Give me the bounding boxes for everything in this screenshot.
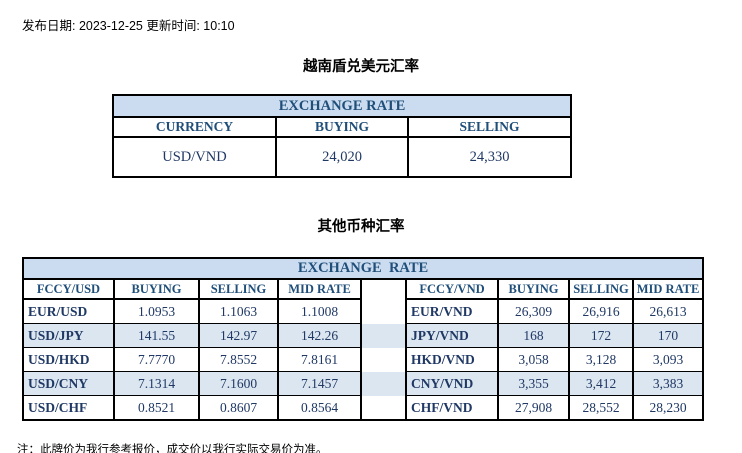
column-header-mid-rate: MID RATE [277, 278, 362, 300]
currency-pair-cell: JPY/VND [405, 323, 499, 348]
mid-rate-cell: 1.1008 [277, 298, 362, 324]
mid-rate-cell: 7.1457 [277, 371, 362, 396]
currency-pair-cell: EUR/VND [405, 298, 499, 324]
column-header-buying: BUYING [275, 116, 409, 138]
buying-cell: 27,908 [497, 395, 570, 421]
table-row: USD/CHF 0.8521 0.8607 0.8564 CHF/VND 27,… [22, 395, 705, 421]
usd-vnd-rate-table: EXCHANGE RATE CURRENCY BUYING SELLING US… [111, 94, 573, 178]
buying-cell: 24,020 [275, 136, 409, 178]
currency-pair-cell: CHF/VND [405, 395, 499, 421]
currency-pair-cell: USD/CHF [22, 395, 115, 421]
table-caption-row: EXCHANGE RATE [111, 94, 573, 118]
column-header-selling: SELLING [406, 116, 573, 138]
table-header-row: CURRENCY BUYING SELLING [112, 116, 573, 138]
selling-cell: 142.97 [198, 323, 279, 348]
mid-rate-cell: 26,613 [631, 298, 705, 324]
mid-rate-cell: 0.8564 [277, 395, 362, 421]
currency-pair-cell: CNY/VND [405, 371, 499, 396]
currency-pair-cell: EUR/USD [22, 298, 115, 324]
column-header-currency: CURRENCY [112, 116, 277, 138]
selling-cell: 24,330 [406, 136, 573, 178]
spacer-cell [361, 299, 406, 324]
selling-cell: 3,128 [568, 347, 634, 372]
selling-cell: 1.1063 [198, 298, 279, 324]
table-caption: EXCHANGE RATE [111, 94, 573, 118]
spacer-cell [361, 323, 406, 348]
selling-cell: 7.8552 [198, 347, 279, 372]
buying-cell: 3,058 [497, 347, 570, 372]
spacer-cell [361, 348, 406, 372]
selling-cell: 7.1600 [198, 371, 279, 396]
disclaimer-note: 注：此牌价为我行参考报价，成交价以我行实际交易价为准。 [17, 444, 328, 453]
buying-cell: 3,355 [497, 371, 570, 396]
column-header-mid-rate: MID RATE [631, 278, 705, 300]
column-header-selling: SELLING [568, 278, 634, 300]
table-caption: EXCHANGE RATE [21, 257, 705, 280]
table-row: USD/HKD 7.7770 7.8552 7.8161 HKD/VND 3,0… [22, 347, 705, 372]
table-row: USD/VND 24,020 24,330 [112, 136, 573, 178]
mid-rate-cell: 170 [631, 323, 705, 348]
buying-cell: 26,309 [497, 298, 570, 324]
buying-cell: 0.8521 [113, 395, 200, 421]
spacer-cell [361, 279, 406, 299]
selling-cell: 26,916 [568, 298, 634, 324]
mid-rate-cell: 7.8161 [277, 347, 362, 372]
section2-title: 其他币种汇率 [317, 219, 405, 235]
publish-info: 发布日期: 2023-12-25 更新时间: 10:10 [22, 19, 235, 33]
buying-cell: 1.0953 [113, 298, 200, 324]
selling-cell: 0.8607 [198, 395, 279, 421]
spacer-cell [361, 396, 406, 421]
column-header-fccy-vnd: FCCY/VND [405, 278, 499, 300]
buying-cell: 141.55 [113, 323, 200, 348]
buying-cell: 7.7770 [113, 347, 200, 372]
column-header-buying: BUYING [497, 278, 570, 300]
table-row: EUR/USD 1.0953 1.1063 1.1008 EUR/VND 26,… [22, 298, 705, 324]
column-header-fccy-usd: FCCY/USD [22, 278, 115, 300]
currency-pair-cell: USD/HKD [22, 347, 115, 372]
currency-pair-cell: HKD/VND [405, 347, 499, 372]
other-currencies-rate-table: EXCHANGE RATE FCCY/USD BUYING SELLING MI… [21, 257, 705, 421]
selling-cell: 3,412 [568, 371, 634, 396]
table-row: USD/CNY 7.1314 7.1600 7.1457 CNY/VND 3,3… [22, 371, 705, 396]
buying-cell: 7.1314 [113, 371, 200, 396]
column-header-buying: BUYING [113, 278, 200, 300]
spacer-cell [361, 371, 406, 396]
table-caption-row: EXCHANGE RATE [21, 257, 705, 280]
table-header-row: FCCY/USD BUYING SELLING MID RATE FCCY/VN… [22, 278, 705, 300]
column-header-selling: SELLING [198, 278, 279, 300]
mid-rate-cell: 3,093 [631, 347, 705, 372]
selling-cell: 28,552 [568, 395, 634, 421]
section1-title: 越南盾兑美元汇率 [303, 59, 419, 75]
mid-rate-cell: 142.26 [277, 323, 362, 348]
currency-pair-cell: USD/VND [112, 136, 277, 178]
table-row: USD/JPY 141.55 142.97 142.26 JPY/VND 168… [22, 323, 705, 348]
buying-cell: 168 [497, 323, 570, 348]
currency-pair-cell: USD/CNY [22, 371, 115, 396]
currency-pair-cell: USD/JPY [22, 323, 115, 348]
selling-cell: 172 [568, 323, 634, 348]
mid-rate-cell: 3,383 [631, 371, 705, 396]
mid-rate-cell: 28,230 [631, 395, 705, 421]
